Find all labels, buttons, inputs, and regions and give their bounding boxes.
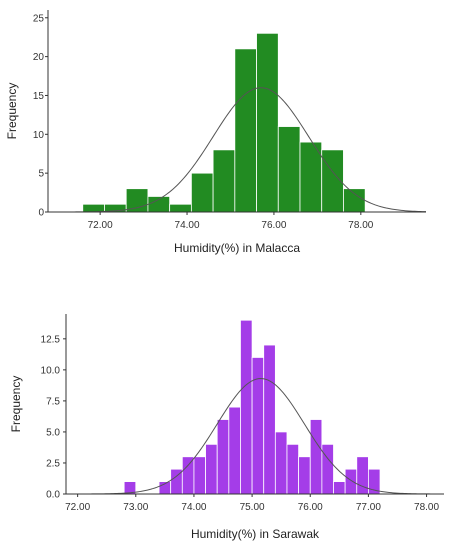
y-tick-label: 20 (33, 52, 45, 63)
histogram-bar (216, 419, 230, 495)
y-tick-label: 5.0 (46, 427, 60, 438)
y-tick-label: 7.5 (46, 396, 60, 407)
histogram-bar (190, 172, 214, 213)
y-tick-label: 0 (38, 208, 44, 219)
histogram-bar (205, 443, 218, 495)
normal-curve (66, 378, 444, 495)
histogram-bar (193, 456, 206, 495)
x-tick-label: 74.00 (181, 502, 206, 513)
y-tick-label: 10.0 (41, 365, 61, 376)
histogram-bar (240, 319, 253, 495)
histogram-bar (274, 431, 288, 495)
x-tick-label: 73.00 (123, 502, 148, 513)
chart-2: 0.0 2.5 5.0 7.5 10.0 12.5 72.00 73.00 74.00 75.00… (9, 314, 444, 541)
histogram-bar (125, 188, 149, 213)
x-tick-label: 74.00 (175, 220, 200, 231)
histogram-bar (263, 344, 276, 495)
y-axis-title: Frequency (5, 83, 19, 140)
x-tick-label: 78.00 (414, 502, 439, 513)
histogram-bar (82, 203, 105, 213)
histogram-bar (251, 357, 265, 495)
histogram-bar (344, 468, 358, 495)
histogram-bar (309, 419, 323, 495)
x-tick-label: 76.00 (298, 502, 323, 513)
y-tick-label: 2.5 (46, 458, 60, 469)
x-tick-label: 72.00 (65, 502, 90, 513)
y-axis-title: Frequency (9, 376, 23, 433)
histogram-bar (228, 406, 241, 495)
chart-1: 0 5 10 15 20 25 72.00 74.00 76.00 78.00 Humidity(%… (5, 10, 427, 255)
normal-curve (48, 87, 427, 213)
y-tick-label: 5 (38, 169, 44, 180)
histogram-bar (277, 126, 301, 213)
histogram-bar (256, 32, 279, 213)
x-tick-label: 78.00 (348, 220, 373, 231)
histogram-bar (298, 456, 311, 495)
histogram-bar (321, 443, 334, 495)
y-tick-label: 0.0 (46, 490, 60, 501)
x-axis-title: Humidity(%) in Sarawak (191, 527, 320, 541)
y-tick-label: 12.5 (41, 334, 61, 345)
y-tick-label: 25 (33, 13, 45, 24)
y-tick-label: 15 (33, 91, 45, 102)
x-tick-label: 75.00 (240, 502, 265, 513)
histogram-bar (333, 481, 346, 495)
y-tick-label: 10 (33, 130, 45, 141)
x-tick-label: 77.00 (356, 502, 381, 513)
histogram-bar (234, 48, 257, 213)
x-tick-label: 76.00 (261, 220, 286, 231)
histogram-bar (343, 188, 366, 213)
histogram-bar (212, 149, 236, 213)
x-tick-label: 72.00 (88, 220, 113, 231)
histogram-bar (286, 443, 300, 495)
histogram-bar (169, 203, 192, 213)
histogram-bar (181, 456, 195, 495)
x-axis-title: Humidity(%) in Malacca (174, 241, 300, 255)
